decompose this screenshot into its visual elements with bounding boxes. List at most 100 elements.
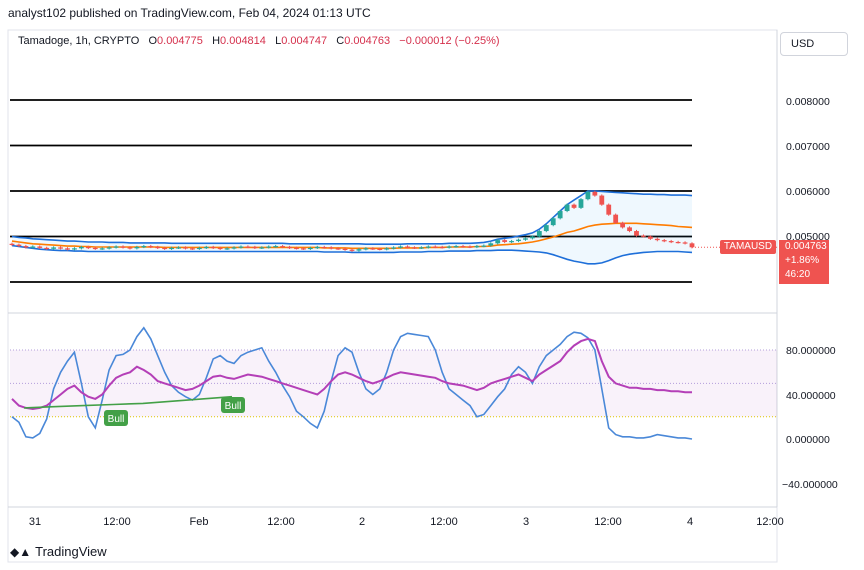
candle-body	[37, 246, 43, 248]
candle-body	[210, 246, 216, 249]
time-axis-label: 12:00	[430, 516, 458, 528]
symbol-price-tag: TAMAUSD	[720, 240, 776, 254]
price-tick: 0.008000	[786, 96, 830, 108]
time-axis-label: 31	[29, 516, 41, 528]
candle-body	[99, 248, 105, 250]
candle-body	[606, 204, 612, 215]
brand-name: TradingView	[35, 544, 107, 559]
candle-body	[183, 247, 188, 249]
publisher-header: analyst102 published on TradingView.com,…	[8, 6, 371, 20]
candle-body	[335, 248, 341, 250]
candle-body	[134, 246, 140, 249]
candle-body	[571, 204, 577, 208]
candle-body	[176, 247, 181, 249]
bar-countdown: 46:20	[785, 269, 811, 280]
high-label: H	[212, 35, 221, 47]
candle-body	[162, 247, 168, 250]
symbol-info-line: Tamadoge, 1h, CRYPTO O0.004775 H0.004814…	[18, 35, 500, 47]
candle-body	[85, 246, 91, 249]
candle-body	[488, 243, 494, 246]
divergence-line	[23, 395, 233, 409]
candle-body	[328, 247, 334, 249]
symbol-name[interactable]: Tamadoge, 1h, CRYPTO	[18, 35, 140, 47]
open-label: O	[148, 35, 158, 47]
candle-body	[425, 246, 431, 248]
candle-body	[661, 240, 667, 242]
time-axis-label: 2	[359, 516, 365, 528]
candle-body	[641, 235, 646, 237]
bollinger-lower-line	[11, 244, 693, 265]
candle-body	[550, 218, 556, 226]
candle-body	[65, 248, 70, 250]
candle-body	[578, 199, 584, 208]
footer-brand[interactable]: ◆▲ TradingView	[10, 544, 107, 559]
bull-label-box	[104, 410, 128, 426]
change-value: −0.000012 (−0.25%)	[399, 35, 500, 47]
candle-body	[474, 246, 480, 248]
candle-body	[148, 246, 154, 248]
candle-body	[356, 249, 362, 251]
candle-body	[58, 247, 63, 249]
low-label: L	[275, 35, 282, 47]
candle-body	[377, 248, 383, 250]
last-price-value: 0.004763	[785, 241, 827, 252]
candle-body	[169, 247, 174, 250]
bull-label: Bull	[108, 414, 125, 425]
candle-body	[654, 238, 660, 241]
rsi-line	[11, 337, 692, 411]
candle-body	[682, 242, 688, 244]
candle-body	[301, 248, 306, 250]
candle-body	[370, 248, 376, 250]
candle-body	[120, 246, 126, 248]
candle-body	[439, 246, 445, 249]
price-tick: 0.006000	[786, 186, 830, 198]
candle-body	[113, 246, 119, 248]
candle-body	[252, 246, 258, 249]
candle-body	[564, 204, 570, 212]
candle-body	[23, 246, 29, 248]
candle-body	[453, 246, 459, 248]
candle-body	[321, 246, 327, 249]
bollinger-upper-line	[11, 190, 693, 245]
candle-body	[141, 246, 147, 248]
candle-body	[16, 244, 22, 247]
candle-body	[613, 214, 619, 223]
candle-body	[363, 248, 369, 250]
candle-body	[78, 246, 84, 249]
candle-body	[72, 248, 77, 250]
candle-body	[342, 248, 348, 250]
candle-body	[543, 225, 549, 232]
candle-body	[224, 248, 230, 250]
close-value: 0.004763	[344, 35, 391, 47]
time-axis-label: Feb	[190, 516, 209, 528]
candle-body	[92, 247, 98, 250]
candle-body	[217, 247, 223, 250]
candle-body	[245, 246, 251, 248]
candle-body	[585, 191, 591, 200]
stoch-tick: 80.000000	[786, 345, 836, 357]
candle-body	[196, 247, 202, 250]
candle-body	[273, 246, 279, 248]
time-axis-label: 3	[523, 516, 529, 528]
currency-button[interactable]: USD	[780, 32, 848, 56]
time-axis-label: 4	[687, 516, 693, 528]
candle-body	[238, 246, 244, 248]
time-axis-label: 12:00	[594, 516, 622, 528]
candle-body	[287, 246, 292, 249]
stoch-tick: 40.000000	[786, 390, 836, 402]
candle-body	[446, 246, 452, 248]
candle-body	[231, 247, 237, 249]
candle-body	[398, 246, 403, 248]
candle-body	[516, 239, 521, 242]
close-label: C	[336, 35, 345, 47]
candle-body	[467, 246, 473, 248]
last-price-change: +1.86%	[785, 255, 820, 266]
candle-body	[481, 245, 487, 247]
open-value: 0.004775	[157, 35, 203, 47]
low-value: 0.004747	[281, 35, 328, 47]
candle-body	[266, 246, 272, 248]
candle-body	[418, 247, 424, 249]
stoch-tick: 0.000000	[786, 434, 830, 446]
candle-body	[557, 211, 563, 219]
